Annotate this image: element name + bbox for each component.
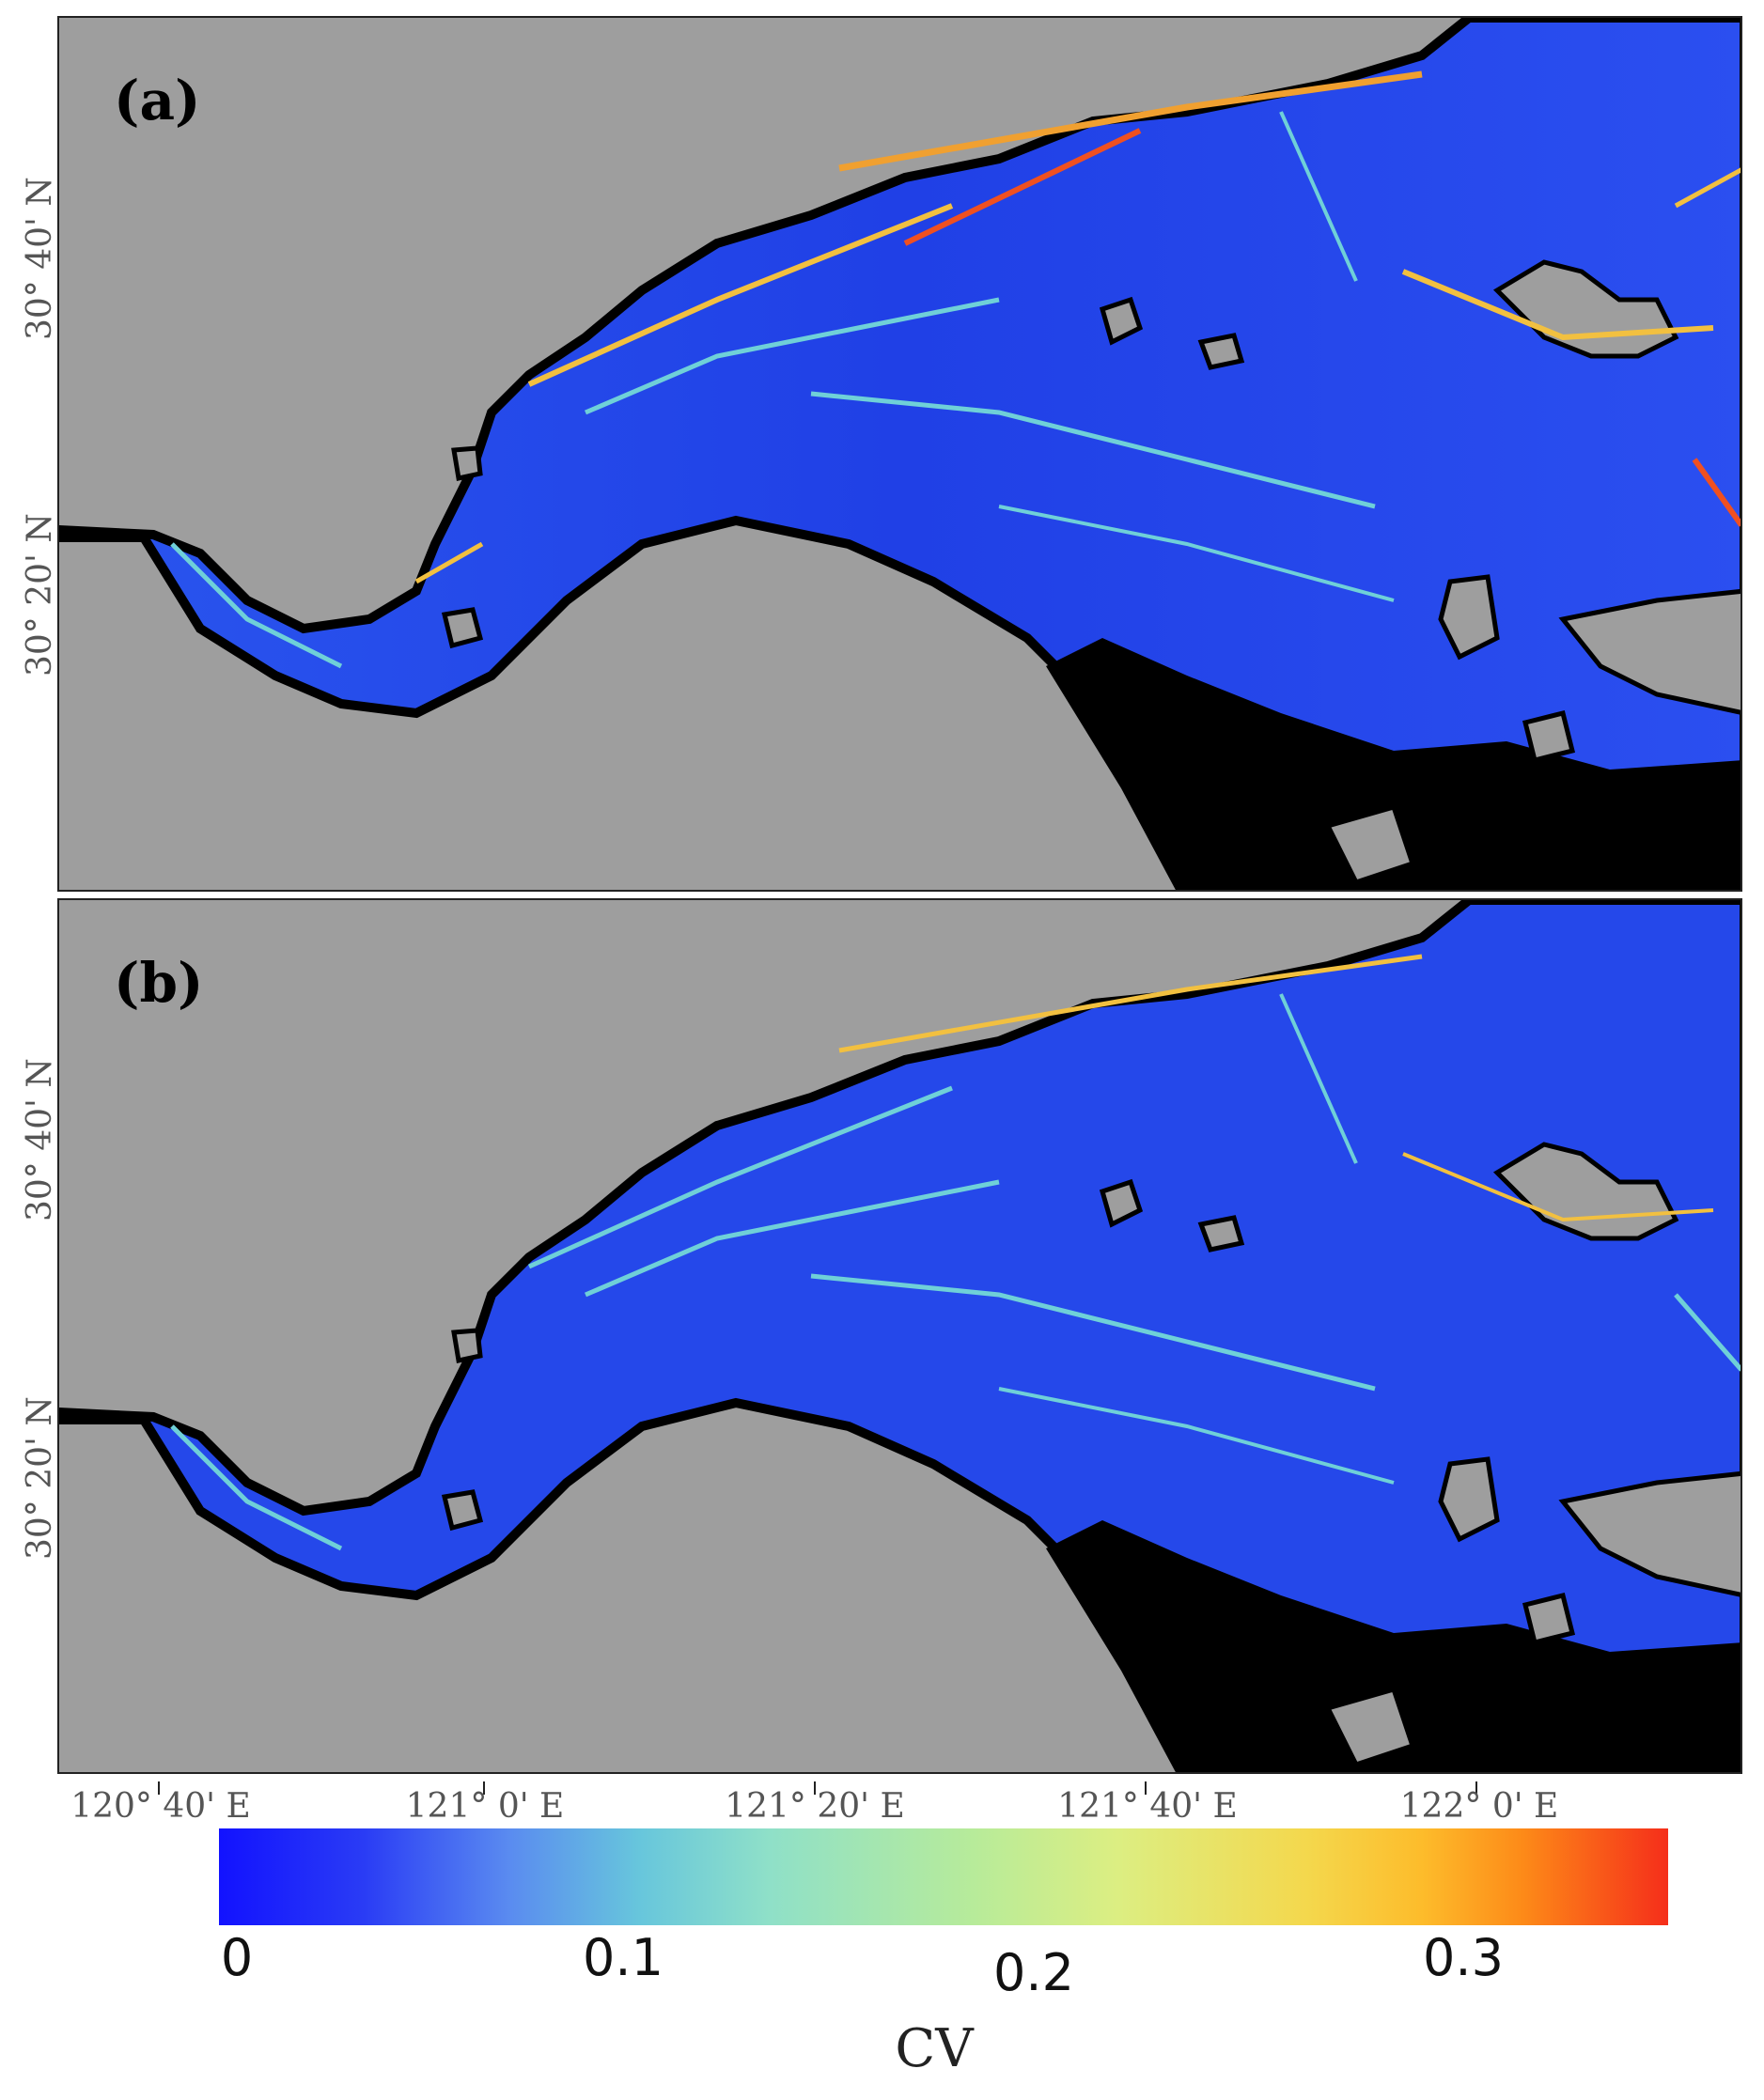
island xyxy=(1099,296,1144,346)
island xyxy=(441,607,484,649)
map-panel-a: (a) xyxy=(57,16,1742,892)
lon-label: 122° 0' E xyxy=(1399,1787,1559,1826)
island xyxy=(1197,333,1245,370)
island xyxy=(1558,1470,1741,1597)
lat-label-a-1: 30° 40' N xyxy=(21,177,59,340)
no-data-region xyxy=(1046,638,1741,890)
longitude-axis: 120° 40' E 121° 0' E 121° 20' E 121° 40'… xyxy=(57,1781,1742,1828)
lon-tick xyxy=(814,1781,816,1795)
island xyxy=(451,445,483,482)
island xyxy=(441,1489,484,1532)
cv-streak xyxy=(903,128,1142,246)
cv-streak xyxy=(1674,1293,1741,1372)
island xyxy=(451,1328,483,1364)
cv-streak xyxy=(1674,167,1741,209)
island xyxy=(1324,1686,1416,1768)
cv-streak xyxy=(838,70,1423,172)
island xyxy=(1324,803,1416,886)
lon-label: 121° 0' E xyxy=(405,1787,565,1826)
lat-label-b-1: 30° 40' N xyxy=(21,1058,59,1221)
panel-label: (b) xyxy=(114,951,204,1015)
island xyxy=(1438,1456,1500,1543)
lon-label: 121° 40' E xyxy=(1057,1787,1238,1826)
cv-streak xyxy=(527,203,954,387)
cv-streak xyxy=(838,954,1423,1053)
cv-streak xyxy=(1402,1152,1714,1222)
cv-streak xyxy=(810,391,1376,509)
colorbar-tick: 0 xyxy=(220,1928,254,1987)
cv-streak xyxy=(170,542,343,669)
colorbar-tick: 0.2 xyxy=(993,1943,1074,2002)
cv-streak xyxy=(527,1085,953,1269)
island xyxy=(1558,588,1741,715)
colorbar-title: CV xyxy=(895,2018,974,2079)
colorbar-tick: 0.1 xyxy=(583,1928,663,1987)
cv-streak xyxy=(585,297,1000,415)
cv-streak xyxy=(414,541,484,584)
map-panel-b: (b) xyxy=(57,898,1742,1774)
cv-streak xyxy=(1692,458,1741,527)
cv-streak xyxy=(810,1273,1376,1392)
cv-streak xyxy=(1401,269,1714,341)
lon-tick xyxy=(158,1781,160,1795)
lon-label: 121° 20' E xyxy=(725,1787,905,1826)
island xyxy=(1438,574,1500,661)
cv-streak xyxy=(585,1179,1000,1298)
estuary-water xyxy=(59,900,1741,1772)
island xyxy=(1522,1592,1576,1646)
cv-streak xyxy=(1279,111,1358,282)
lat-label-a-2: 30° 20' N xyxy=(21,513,59,677)
lon-tick xyxy=(1475,1781,1477,1795)
island xyxy=(1522,709,1576,764)
lon-tick xyxy=(1145,1781,1147,1795)
lon-label: 120° 40' E xyxy=(70,1787,251,1826)
panel-label: (a) xyxy=(114,69,201,132)
island xyxy=(1197,1215,1245,1252)
cv-streak xyxy=(998,1387,1395,1485)
cv-streak xyxy=(170,1424,343,1551)
cv-streak xyxy=(998,505,1395,602)
colorbar xyxy=(219,1828,1668,1925)
estuary-map-a xyxy=(59,18,1741,890)
cv-streak xyxy=(1279,993,1358,1164)
no-data-region xyxy=(1046,1520,1741,1772)
lat-label-b-2: 30° 20' N xyxy=(21,1396,59,1560)
colorbar-tick: 0.3 xyxy=(1423,1928,1504,1987)
estuary-water xyxy=(59,18,1741,890)
estuary-map-b xyxy=(59,900,1741,1772)
island xyxy=(1099,1178,1144,1228)
lon-tick xyxy=(483,1781,485,1795)
